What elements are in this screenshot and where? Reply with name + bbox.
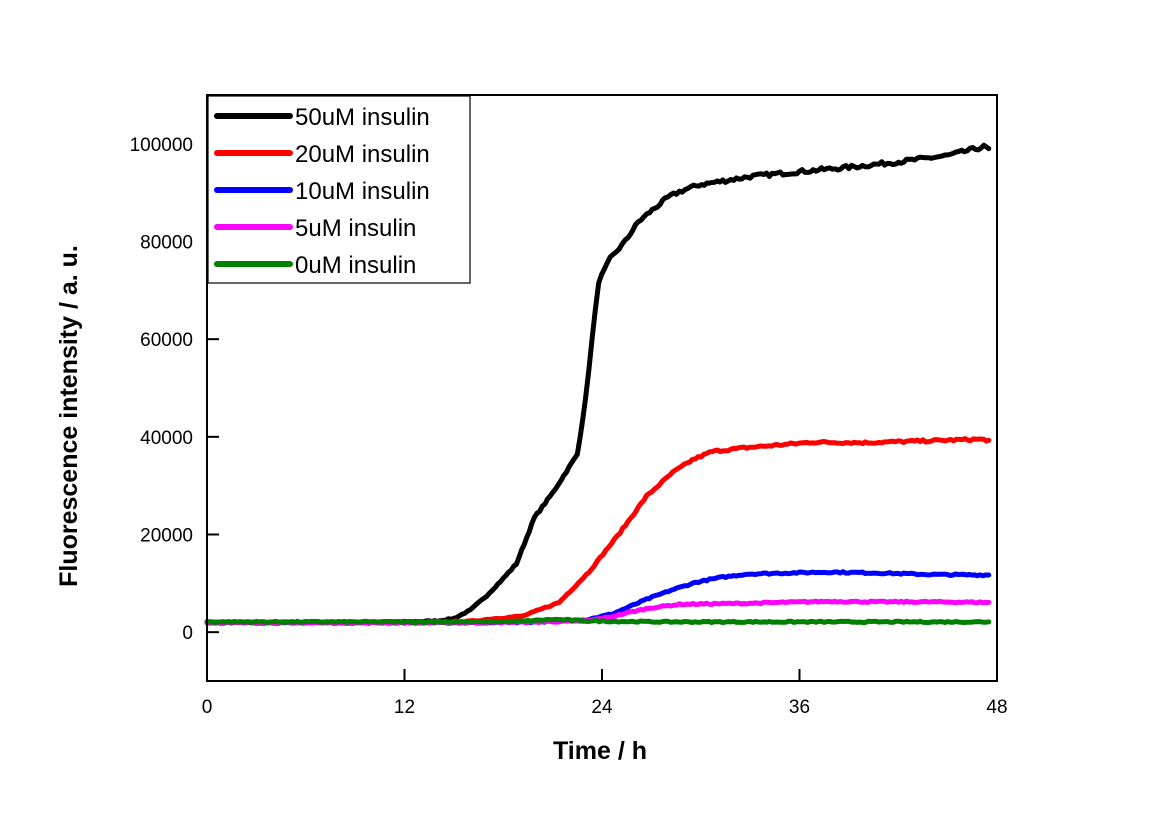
legend-label: 5uM insulin	[295, 215, 416, 242]
y-tick-label: 60000	[140, 330, 193, 351]
x-tick-label: 0	[202, 697, 213, 718]
y-tick-label: 0	[182, 623, 193, 644]
x-tick-label: 48	[986, 697, 1007, 718]
y-tick-label: 20000	[140, 526, 193, 547]
x-axis-title: Time / h	[553, 737, 647, 765]
legend-label: 10uM insulin	[295, 178, 430, 205]
series-layer	[204, 142, 992, 626]
series-line-10um-insulin	[204, 569, 992, 626]
series-line-20um-insulin	[204, 436, 992, 626]
x-tick-label: 12	[394, 697, 415, 718]
y-tick-label: 80000	[140, 233, 193, 254]
x-tick-label: 24	[591, 697, 613, 718]
y-tick-label: 100000	[130, 135, 193, 156]
legend-label: 0uM insulin	[295, 252, 416, 279]
y-axis-ticks: 0 20000 40000 60000 80000 100000	[130, 135, 219, 644]
legend-label: 20uM insulin	[295, 141, 430, 168]
series-line-0um-insulin	[204, 616, 992, 626]
legend: 50uM insulin 20uM insulin 10uM insulin 5uM …	[207, 95, 471, 284]
legend-label: 50uM insulin	[295, 104, 430, 131]
y-tick-label: 40000	[140, 428, 193, 449]
y-axis-title: Fluorescence intensity / a. u.	[55, 245, 83, 587]
x-axis-ticks: 0 12 24 36 48	[202, 669, 1008, 718]
x-tick-label: 36	[789, 697, 810, 718]
